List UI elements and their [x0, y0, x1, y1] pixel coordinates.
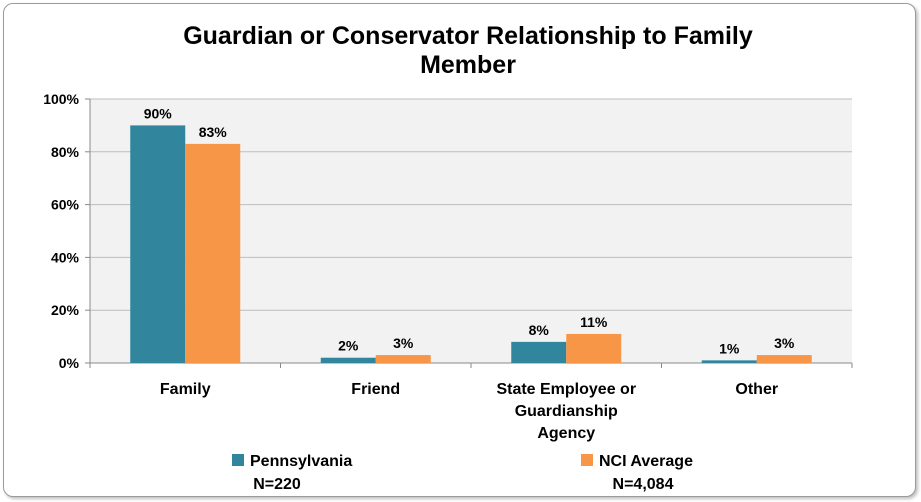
x-category-label: Other — [735, 381, 778, 398]
data-label: 3% — [774, 335, 795, 351]
y-tick-label: 100% — [43, 91, 79, 107]
data-label: 2% — [338, 338, 359, 354]
legend-sublabel: N=4,084 — [613, 476, 674, 493]
bar — [130, 125, 186, 364]
bar — [756, 355, 812, 363]
legend-swatch — [581, 454, 593, 466]
data-label: 8% — [529, 322, 550, 338]
chart-title-line: Guardian or Conservator Relationship to … — [183, 22, 753, 50]
y-tick-label: 40% — [51, 249, 80, 265]
data-label: 83% — [199, 124, 228, 140]
chart-title-line: Member — [420, 51, 516, 79]
legend-swatch — [232, 454, 244, 466]
bar — [320, 357, 376, 363]
x-category-label: Guardianship — [515, 403, 618, 420]
data-label: 3% — [393, 335, 414, 351]
bar — [511, 341, 567, 363]
legend-sublabel: N=220 — [253, 476, 301, 493]
legend-label: NCI Average — [599, 453, 693, 470]
data-label: 1% — [719, 340, 740, 356]
y-tick-label: 0% — [59, 355, 80, 371]
data-label: 11% — [580, 314, 608, 330]
x-category-label: Friend — [351, 381, 400, 398]
x-category-label: State Employee or — [496, 381, 636, 398]
bar — [185, 143, 241, 363]
bar — [375, 355, 431, 363]
x-category-label: Family — [160, 381, 211, 398]
y-tick-label: 20% — [51, 302, 80, 318]
data-label: 90% — [144, 105, 173, 121]
bar — [701, 360, 757, 363]
legend-label: Pennsylvania — [250, 453, 352, 470]
bar — [566, 333, 622, 363]
y-tick-label: 80% — [51, 144, 80, 160]
x-category-label: Agency — [537, 425, 595, 442]
y-tick-label: 60% — [51, 197, 80, 213]
